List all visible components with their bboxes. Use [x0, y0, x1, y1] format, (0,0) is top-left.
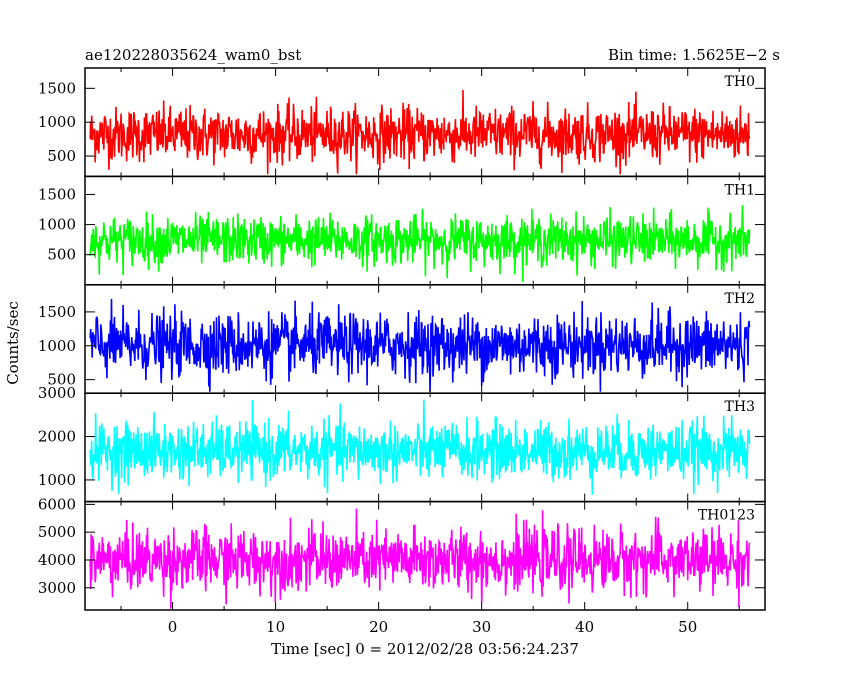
series-line-TH0 [89, 89, 751, 175]
x-tick-label: 0 [168, 618, 178, 636]
y-tick-label-TH1: 1000 [38, 216, 76, 234]
panel-label-TH3: TH3 [725, 399, 755, 415]
y-tick-label-TH1: 1500 [38, 185, 76, 203]
x-axis-label: Time [sec] 0 = 2012/02/28 03:56:24.237 [271, 640, 579, 658]
y-tick-label-TH3: 1000 [38, 471, 76, 489]
panel-label-TH2: TH2 [725, 291, 755, 307]
y-tick-label-TH2: 500 [47, 371, 76, 389]
series-line-TH1 [89, 205, 751, 282]
y-tick-label-TH2: 1000 [38, 337, 76, 355]
y-tick-label-TH1: 500 [47, 246, 76, 264]
x-tick-label: 50 [678, 618, 697, 636]
y-tick-label-TH0: 500 [47, 147, 76, 165]
panel-label-TH0: TH0 [725, 74, 755, 90]
x-tick-label: 20 [369, 618, 388, 636]
y-tick-label-TH0123: 4000 [38, 551, 76, 569]
y-tick-label-TH3: 3000 [38, 384, 76, 402]
y-tick-label-TH0123: 3000 [38, 579, 76, 597]
panel-label-TH0123: TH0123 [698, 508, 755, 524]
y-tick-label-TH0: 1000 [38, 113, 76, 131]
y-tick-label-TH0123: 5000 [38, 523, 76, 541]
series-line-TH0123 [89, 508, 751, 609]
panel-label-TH1: TH1 [725, 182, 755, 198]
series-line-TH3 [89, 399, 751, 495]
panel-frame-TH0123 [84, 500, 766, 611]
panels-group: TH050010001500TH150010001500TH2500100015… [38, 67, 766, 636]
x-tick-label: 30 [472, 618, 491, 636]
x-tick-label: 10 [266, 618, 285, 636]
y-axis-label: Counts/sec [4, 301, 22, 385]
chart-title-left: ae120228035624_wam0_bst [85, 46, 301, 64]
y-tick-label-TH0: 1500 [38, 79, 76, 97]
y-tick-label-TH0123: 6000 [38, 495, 76, 513]
chart-title-right: Bin time: 1.5625E−2 s [608, 46, 780, 64]
y-tick-label-TH3: 2000 [38, 428, 76, 446]
x-tick-label: 40 [575, 618, 594, 636]
series-line-TH2 [89, 298, 751, 392]
y-tick-label-TH2: 1500 [38, 303, 76, 321]
